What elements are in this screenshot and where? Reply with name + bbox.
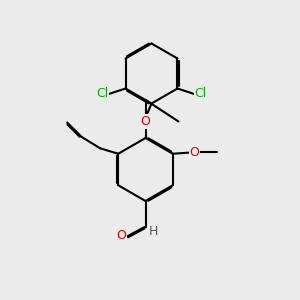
Text: O: O	[189, 146, 199, 159]
Text: O: O	[141, 115, 150, 128]
Text: O: O	[117, 229, 126, 242]
Text: H: H	[149, 225, 159, 239]
Text: Cl: Cl	[96, 87, 109, 101]
Text: Cl: Cl	[194, 87, 207, 101]
